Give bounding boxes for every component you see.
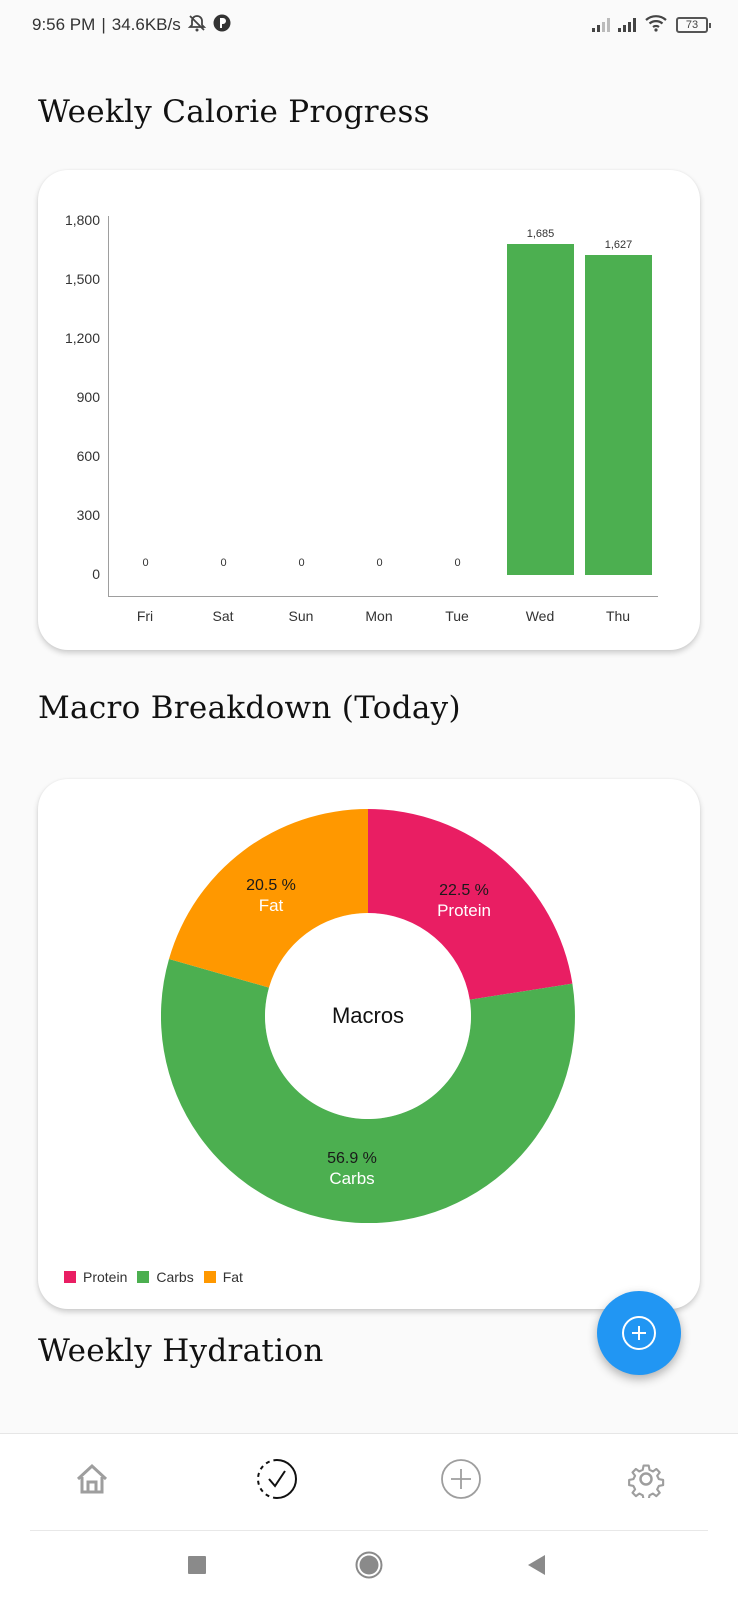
legend-swatch bbox=[64, 1271, 76, 1283]
slice-protein[interactable] bbox=[368, 809, 573, 1000]
carbs-slice-label: 56.9 % Carbs bbox=[282, 1149, 422, 1189]
fat-name: Fat bbox=[258, 896, 284, 915]
bottom-nav bbox=[0, 1433, 738, 1533]
add-circle-icon bbox=[441, 1458, 482, 1499]
fat-slice-label: 20.5 % Fat bbox=[201, 876, 341, 916]
bar-thu[interactable]: 1,627 bbox=[585, 170, 652, 575]
macro-section-title: Macro Breakdown (Today) bbox=[38, 690, 461, 726]
bar-fri[interactable]: 0 bbox=[112, 170, 179, 575]
bar-value-label: 0 bbox=[454, 557, 461, 569]
bar-value-label: 1,685 bbox=[526, 228, 555, 240]
app-notification-icon bbox=[213, 14, 231, 37]
x-label: Tue bbox=[445, 608, 469, 624]
slice-fat[interactable] bbox=[169, 809, 368, 988]
recents-button[interactable] bbox=[183, 1551, 211, 1579]
bar-value-label: 0 bbox=[298, 557, 305, 569]
y-axis bbox=[108, 216, 109, 596]
bar-sun[interactable]: 0 bbox=[268, 170, 335, 575]
bar-value-label: 0 bbox=[376, 557, 383, 569]
y-tick: 1,800 bbox=[64, 212, 100, 228]
carbs-percent: 56.9 % bbox=[327, 1150, 377, 1167]
check-circle-icon bbox=[256, 1458, 297, 1499]
donut-hole bbox=[277, 925, 459, 1107]
legend-item-protein[interactable]: Protein bbox=[64, 1269, 127, 1285]
bar-value-label: 1,627 bbox=[604, 239, 633, 251]
protein-name: Protein bbox=[437, 901, 491, 920]
macro-donut-chart: Macros 22.5 % Protein 20.5 % Fat 56.9 % … bbox=[160, 809, 575, 1224]
status-time: 9:56 PM bbox=[32, 15, 96, 34]
fat-percent: 20.5 % bbox=[246, 877, 296, 894]
nav-settings[interactable] bbox=[616, 1449, 676, 1509]
protein-percent: 22.5 % bbox=[439, 882, 489, 899]
x-label: Mon bbox=[365, 608, 393, 624]
carbs-name: Carbs bbox=[329, 1169, 375, 1188]
status-bar: 9:56 PM | 34.6KB/s 73 bbox=[0, 0, 738, 50]
y-tick: 0 bbox=[92, 566, 100, 582]
calorie-section-title: Weekly Calorie Progress bbox=[38, 94, 430, 130]
calorie-chart-card: 1,800 1,500 1,200 900 600 300 0 0 0 0 0 … bbox=[38, 170, 700, 650]
battery-level: 73 bbox=[685, 19, 699, 31]
bar-value-label: 0 bbox=[220, 557, 227, 569]
y-tick: 1,500 bbox=[64, 271, 100, 287]
macro-chart-card: Macros 22.5 % Protein 20.5 % Fat 56.9 % … bbox=[38, 779, 700, 1309]
hydration-section-title: Weekly Hydration bbox=[38, 1333, 324, 1369]
bar-sat[interactable]: 0 bbox=[190, 170, 257, 575]
gear-icon bbox=[627, 1463, 664, 1498]
bar-value-label: 0 bbox=[142, 557, 149, 569]
status-right: 73 bbox=[592, 14, 711, 37]
bar-fill bbox=[507, 244, 574, 575]
home-circle-icon bbox=[355, 1551, 383, 1579]
home-button[interactable] bbox=[355, 1551, 383, 1579]
wifi-icon bbox=[644, 14, 668, 37]
y-tick: 300 bbox=[76, 507, 100, 523]
back-button[interactable] bbox=[523, 1551, 551, 1579]
nav-progress[interactable] bbox=[247, 1449, 307, 1509]
macro-legend: Protein Carbs Fat bbox=[64, 1269, 245, 1285]
nav-add[interactable] bbox=[431, 1449, 491, 1509]
status-left: 9:56 PM | 34.6KB/s bbox=[32, 13, 231, 38]
x-axis bbox=[108, 596, 658, 597]
legend-item-carbs[interactable]: Carbs bbox=[137, 1269, 194, 1285]
legend-label: Carbs bbox=[156, 1269, 194, 1285]
system-nav-bar bbox=[0, 1531, 738, 1600]
y-tick: 900 bbox=[76, 389, 100, 405]
legend-label: Fat bbox=[222, 1269, 243, 1285]
x-label: Sun bbox=[288, 608, 314, 624]
legend-swatch bbox=[137, 1271, 150, 1283]
x-label: Fri bbox=[136, 608, 154, 624]
y-tick: 1,200 bbox=[64, 330, 100, 346]
add-entry-fab[interactable] bbox=[597, 1291, 681, 1375]
bar-tue[interactable]: 0 bbox=[424, 170, 491, 575]
protein-slice-label: 22.5 % Protein bbox=[389, 881, 539, 921]
bar-mon[interactable]: 0 bbox=[346, 170, 413, 575]
home-icon bbox=[77, 1463, 108, 1493]
y-tick: 600 bbox=[76, 448, 100, 464]
bar-fill bbox=[585, 255, 652, 575]
calorie-bar-chart: 1,800 1,500 1,200 900 600 300 0 0 0 0 0 … bbox=[38, 170, 700, 650]
battery-icon: 73 bbox=[676, 17, 711, 33]
network-speed: 34.6KB/s bbox=[111, 15, 181, 34]
x-label: Wed bbox=[525, 608, 555, 624]
legend-label: Protein bbox=[83, 1269, 128, 1285]
donut-svg bbox=[160, 809, 575, 1224]
x-label: Sat bbox=[212, 608, 234, 624]
recents-icon bbox=[188, 1556, 206, 1574]
x-label: Thu bbox=[605, 608, 631, 624]
muted-bell-icon bbox=[187, 13, 207, 38]
add-circle-icon bbox=[622, 1316, 656, 1350]
legend-item-fat[interactable]: Fat bbox=[203, 1269, 243, 1285]
back-icon bbox=[528, 1555, 545, 1575]
status-separator: | bbox=[101, 15, 106, 34]
nav-home[interactable] bbox=[62, 1449, 122, 1509]
bar-wed[interactable]: 1,685 bbox=[507, 170, 574, 575]
inner-ring bbox=[265, 913, 471, 1119]
signal-icon bbox=[592, 18, 610, 32]
signal-icon bbox=[618, 18, 636, 32]
slice-carbs[interactable] bbox=[160, 959, 575, 1224]
nav-divider bbox=[30, 1530, 708, 1531]
donut-center-label: Macros bbox=[331, 1003, 405, 1028]
legend-swatch bbox=[203, 1271, 216, 1283]
